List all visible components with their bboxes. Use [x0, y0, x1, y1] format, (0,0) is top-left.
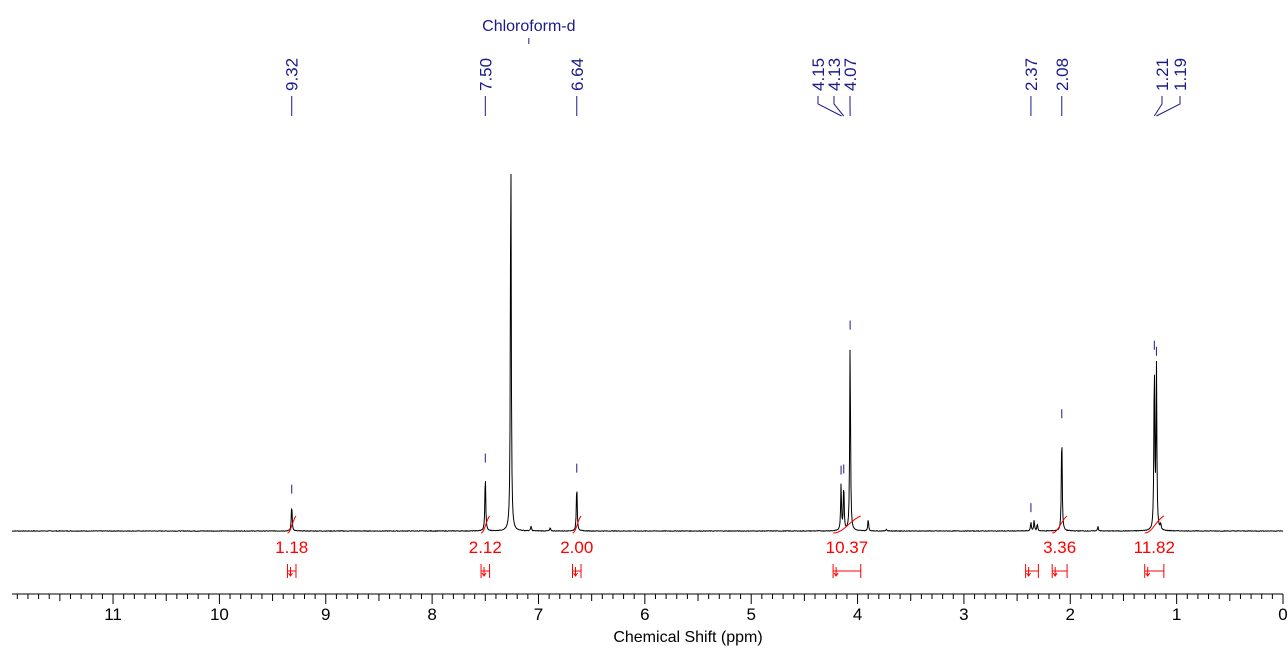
- x-tick-label: 2: [1066, 605, 1075, 624]
- peak-label: 2.37: [1022, 58, 1041, 91]
- peak-label: 9.32: [283, 58, 302, 91]
- peak-label: 4.15: [809, 58, 828, 91]
- integral-range-arrow: [481, 567, 487, 577]
- peak-label: 1.19: [1171, 58, 1190, 91]
- integral-value: 10.37: [826, 538, 869, 557]
- integral-range-arrow: [288, 567, 293, 577]
- integral-curve: [480, 515, 490, 534]
- integral-range-arrow: [1145, 567, 1151, 577]
- integral-range-arrow: [573, 567, 578, 577]
- solvent-label: Chloroform-d: [482, 18, 575, 35]
- integral-value: 2.00: [560, 538, 593, 557]
- spectrum-series: [11, 38, 1284, 533]
- integral-range-arrow: [1052, 567, 1058, 577]
- peak-label: 4.13: [825, 58, 844, 91]
- peak-leader: [1153, 96, 1163, 117]
- x-tick-label: 3: [959, 605, 968, 624]
- integral-value: 11.82: [1134, 538, 1175, 557]
- x-tick-label: 10: [210, 605, 229, 624]
- x-tick-label: 1: [1172, 605, 1181, 624]
- integral-curve: [833, 515, 861, 534]
- peak-leader: [817, 96, 842, 117]
- spectrum-line: [11, 173, 1284, 533]
- x-tick-label: 11: [104, 605, 122, 624]
- integral-range-arrow: [833, 567, 839, 577]
- integral-range-extra-arrow: [1026, 567, 1032, 577]
- x-tick-label: 7: [534, 605, 543, 624]
- x-axis-title: Chemical Shift (ppm): [613, 629, 762, 646]
- x-axis: 11 10 9 8 7 6 5 4 3 2 1 0: [12, 593, 1288, 624]
- integral-value: 3.36: [1043, 538, 1076, 557]
- integral-curve: [572, 515, 582, 534]
- x-tick-label: 0: [1278, 605, 1287, 624]
- integral-curve: [287, 515, 297, 534]
- integral-curve: [1052, 515, 1068, 534]
- peak-labels: 9.32 7.50 6.64 4.154.134.07 2.37 2.08 1.21 1.19: [283, 58, 1190, 117]
- peak-label: 2.08: [1053, 58, 1072, 91]
- peak-leader: [1156, 96, 1181, 117]
- integral-value: 1.18: [275, 538, 308, 557]
- x-tick-label: 5: [746, 605, 755, 624]
- integral-value: 2.12: [469, 538, 502, 557]
- peak-label: 7.50: [476, 58, 495, 91]
- peak-label: 1.21: [1153, 58, 1172, 91]
- integral-curve: [1144, 515, 1165, 534]
- integrals: 1.18 2.12 2.00 10.37 3.36 11.82: [275, 515, 1175, 578]
- peak-label: 6.64: [568, 58, 587, 91]
- peak-label: 4.07: [841, 58, 860, 91]
- x-tick-label: 9: [321, 605, 330, 624]
- x-tick-label: 6: [640, 605, 649, 624]
- peak-leader: [833, 96, 845, 117]
- x-tick-label: 4: [853, 605, 862, 624]
- x-tick-label: 8: [427, 605, 436, 624]
